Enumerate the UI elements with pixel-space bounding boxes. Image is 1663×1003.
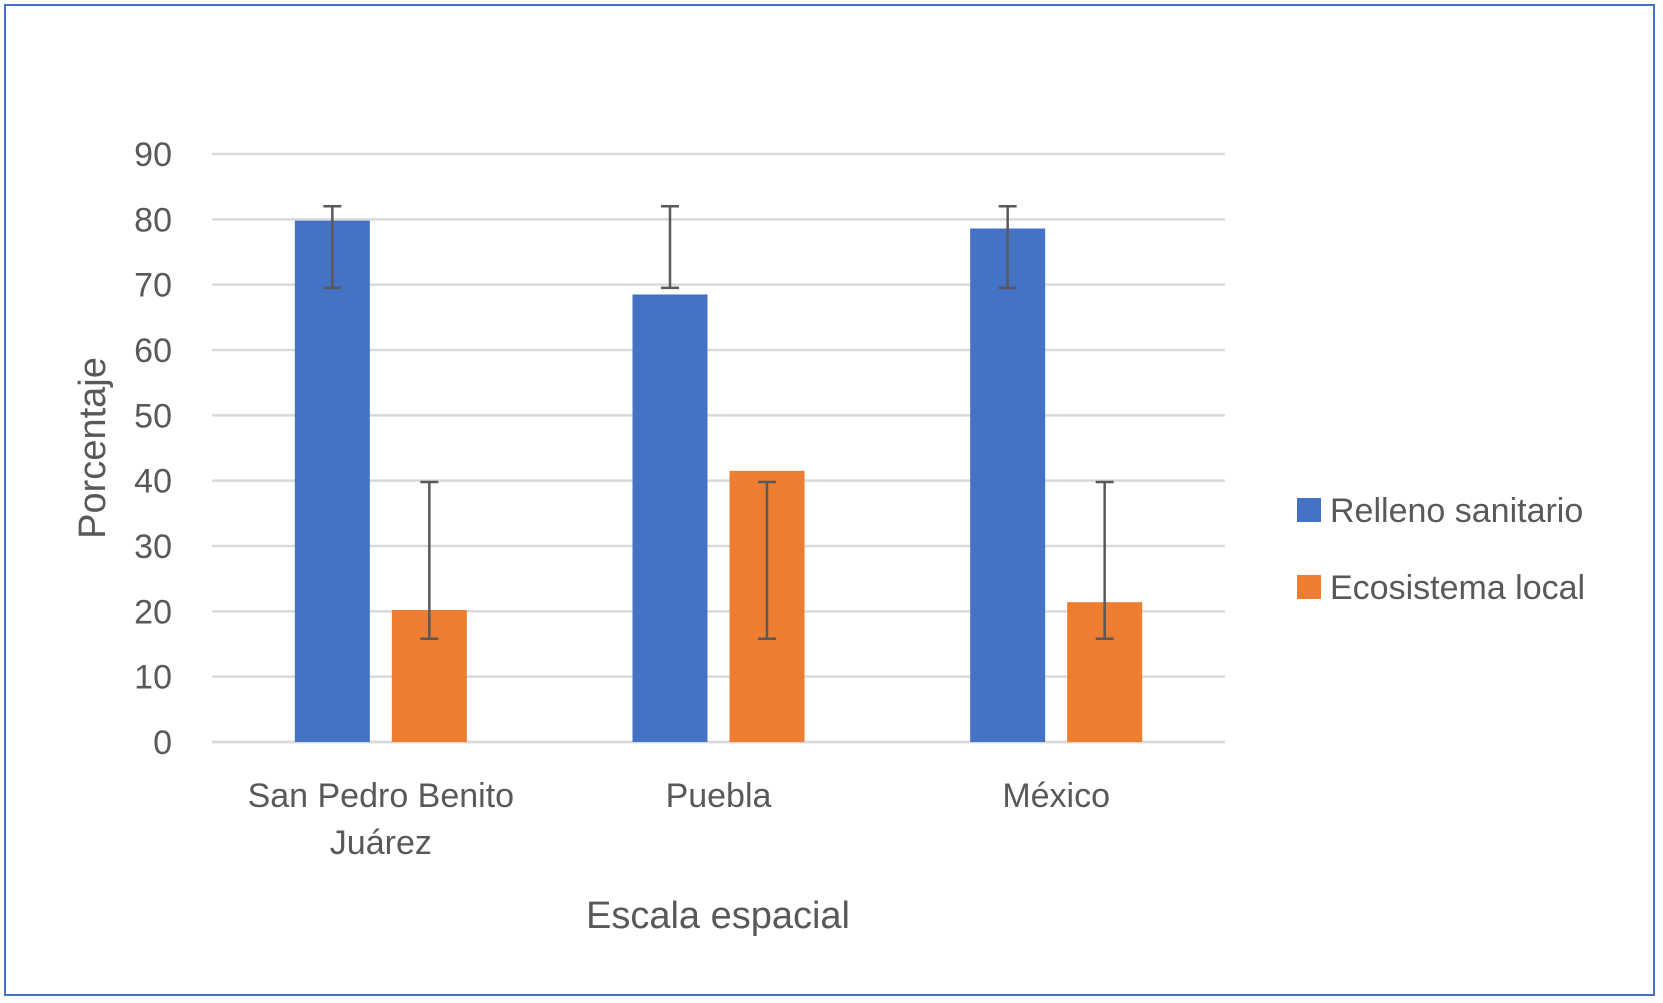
error-bar — [1095, 480, 1114, 641]
legend-label: Ecosistema local — [1330, 569, 1585, 607]
y-tick-label: 90 — [134, 136, 172, 174]
x-tick-label: San Pedro Benito — [248, 777, 515, 815]
error-bars — [323, 205, 1114, 641]
error-bar — [420, 480, 439, 641]
bar — [294, 220, 370, 742]
y-tick-label: 60 — [134, 332, 172, 370]
x-tick-label: México — [1002, 777, 1110, 815]
legend: Relleno sanitario Ecosistema local — [1297, 492, 1585, 607]
y-tick-label: 10 — [134, 659, 172, 697]
chart-frame — [4, 4, 1655, 996]
y-tick-label: 40 — [134, 463, 172, 501]
legend-swatch — [1297, 498, 1321, 522]
bar — [632, 294, 708, 742]
y-tick-label: 20 — [134, 593, 172, 631]
y-tick-label: 50 — [134, 397, 172, 435]
y-tick-label: 70 — [134, 267, 172, 305]
y-axis-ticks: 0 10 20 30 40 50 60 70 80 90 — [134, 136, 172, 762]
legend-label: Relleno sanitario — [1330, 492, 1583, 530]
bar — [970, 228, 1046, 743]
error-bar — [758, 480, 776, 641]
error-bar — [661, 205, 679, 290]
x-tick-label: Puebla — [666, 777, 772, 815]
x-axis-ticks: San Pedro Benito Juárez Puebla México — [248, 777, 1110, 862]
y-tick-label: 80 — [134, 201, 172, 239]
bars — [294, 220, 1143, 743]
gridlines — [212, 152, 1225, 744]
y-tick-label: 30 — [134, 528, 172, 566]
error-bar — [998, 205, 1017, 290]
y-axis-title: Porcentaje — [72, 357, 114, 539]
x-tick-label: Juárez — [330, 824, 432, 862]
y-tick-label: 0 — [153, 724, 172, 762]
error-bar — [323, 205, 342, 290]
legend-swatch — [1297, 575, 1321, 599]
x-axis-title: Escala espacial — [586, 895, 850, 937]
